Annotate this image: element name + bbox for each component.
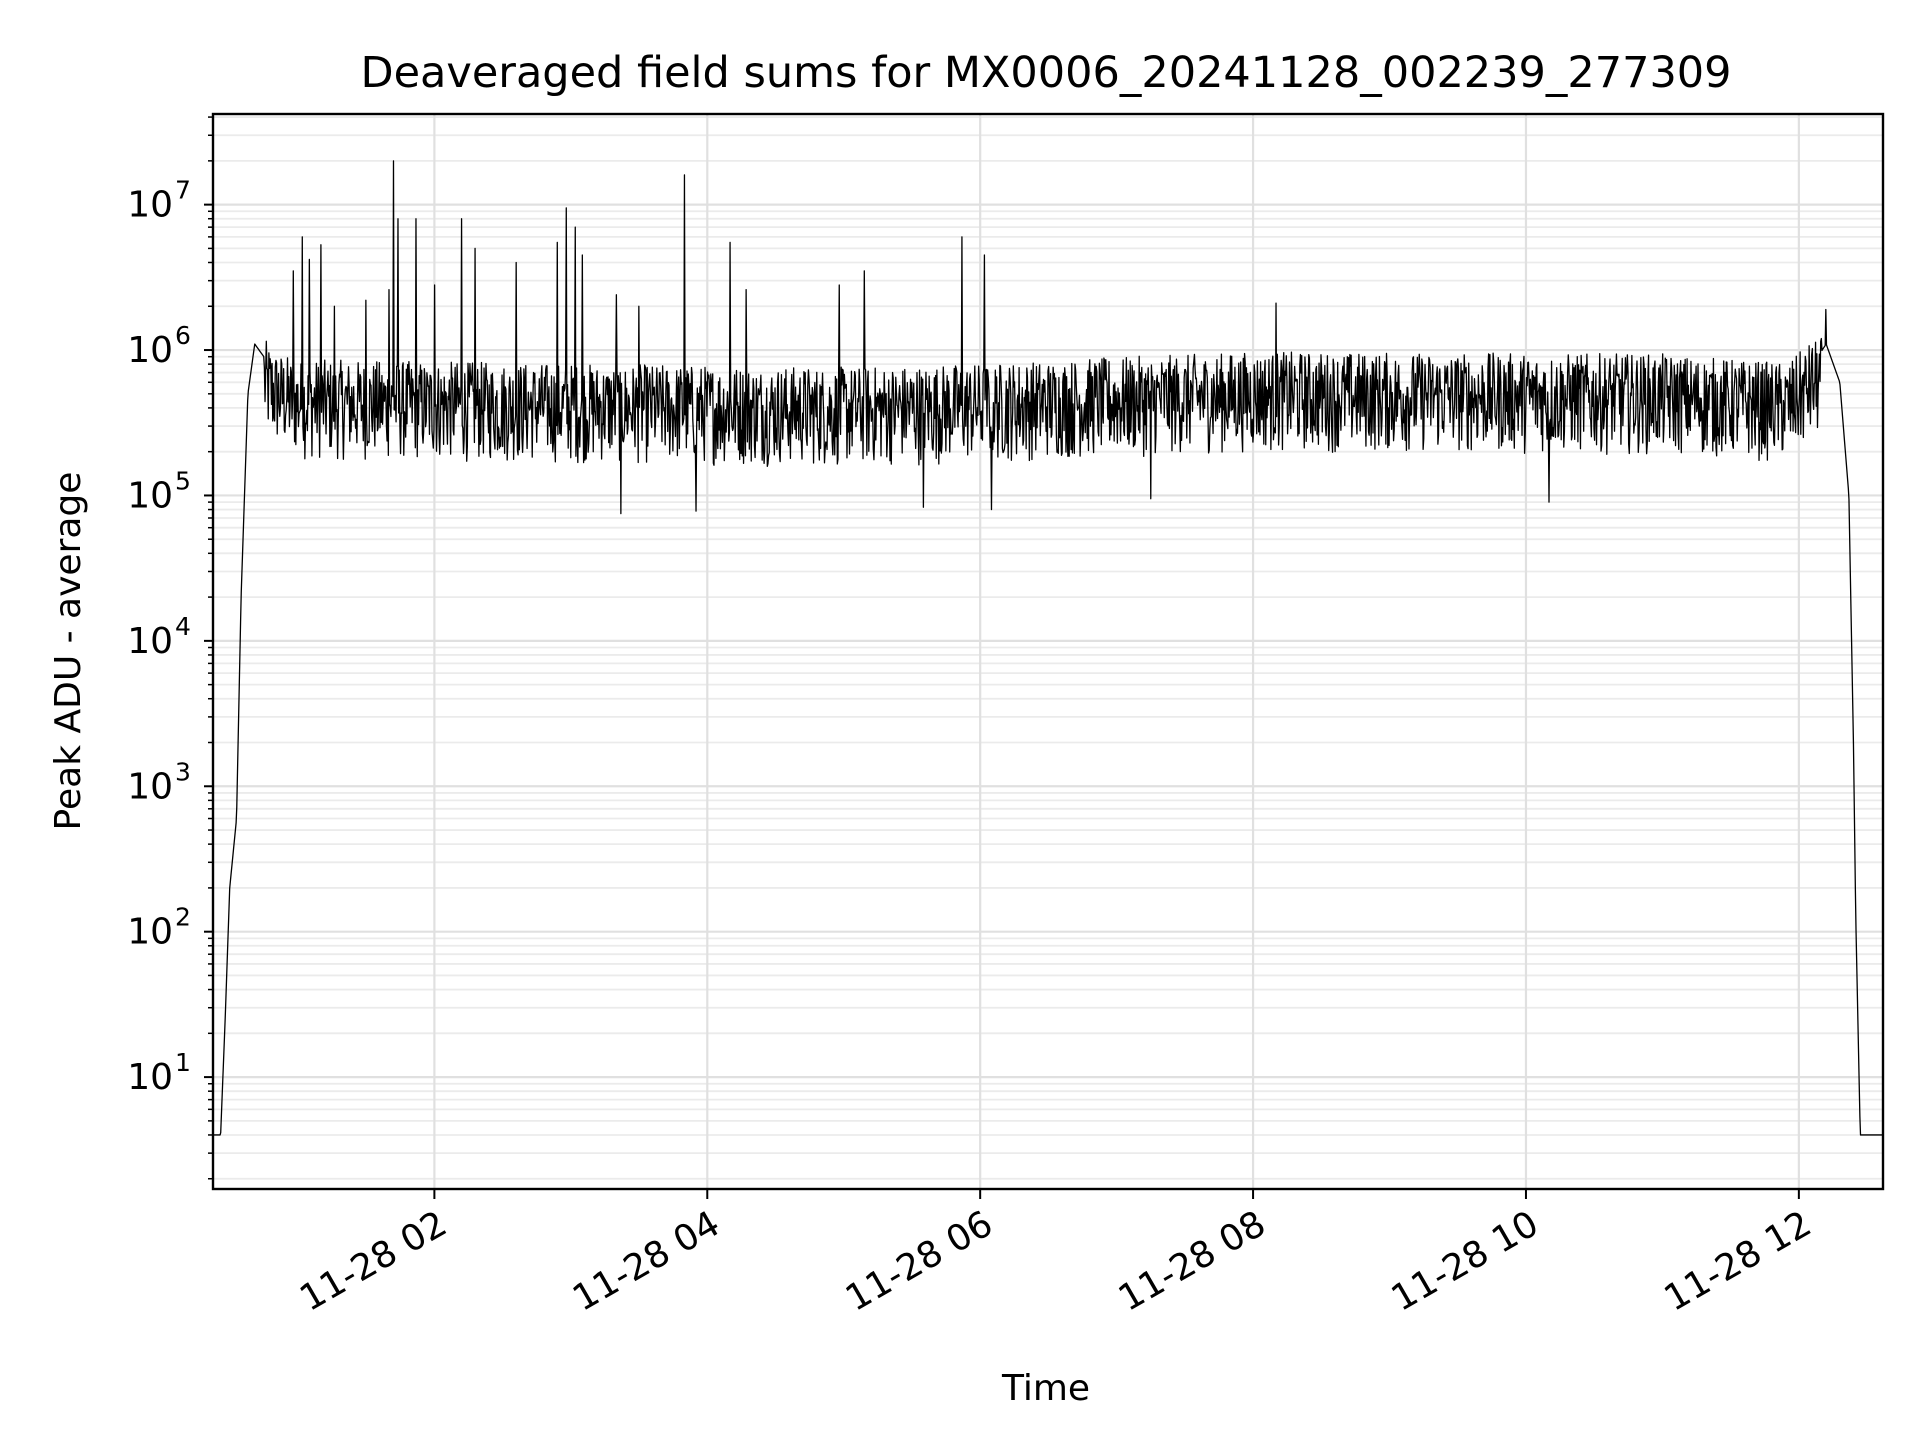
series-line bbox=[213, 160, 1883, 1136]
y-tick-label: 10 bbox=[127, 1057, 173, 1098]
y-tick-label: 10 bbox=[127, 475, 173, 516]
y-tick-label: 10 bbox=[127, 185, 173, 226]
y-tick-label-exponent: 2 bbox=[175, 903, 191, 932]
y-tick-label-exponent: 3 bbox=[175, 757, 191, 786]
plot-frame bbox=[211, 112, 1885, 1191]
y-tick-label: 10 bbox=[127, 330, 173, 371]
y-tick-label: 10 bbox=[127, 912, 173, 953]
y-tick-label-exponent: 6 bbox=[175, 321, 191, 350]
x-axis-label: Time bbox=[1001, 1368, 1090, 1409]
y-tick-label-exponent: 1 bbox=[175, 1048, 191, 1077]
grid-layer bbox=[213, 114, 1883, 1189]
y-tick-label-exponent: 5 bbox=[175, 466, 191, 495]
chart-title: Deaveraged field sums for MX0006_2024112… bbox=[360, 48, 1731, 98]
y-tick-label: 10 bbox=[127, 621, 173, 662]
series-layer bbox=[213, 160, 1883, 1136]
y-tick-label-exponent: 4 bbox=[175, 612, 191, 641]
y-tick-label-exponent: 7 bbox=[175, 176, 191, 205]
y-tick-label: 10 bbox=[127, 766, 173, 807]
y-axis-label: Peak ADU - average bbox=[48, 472, 89, 831]
